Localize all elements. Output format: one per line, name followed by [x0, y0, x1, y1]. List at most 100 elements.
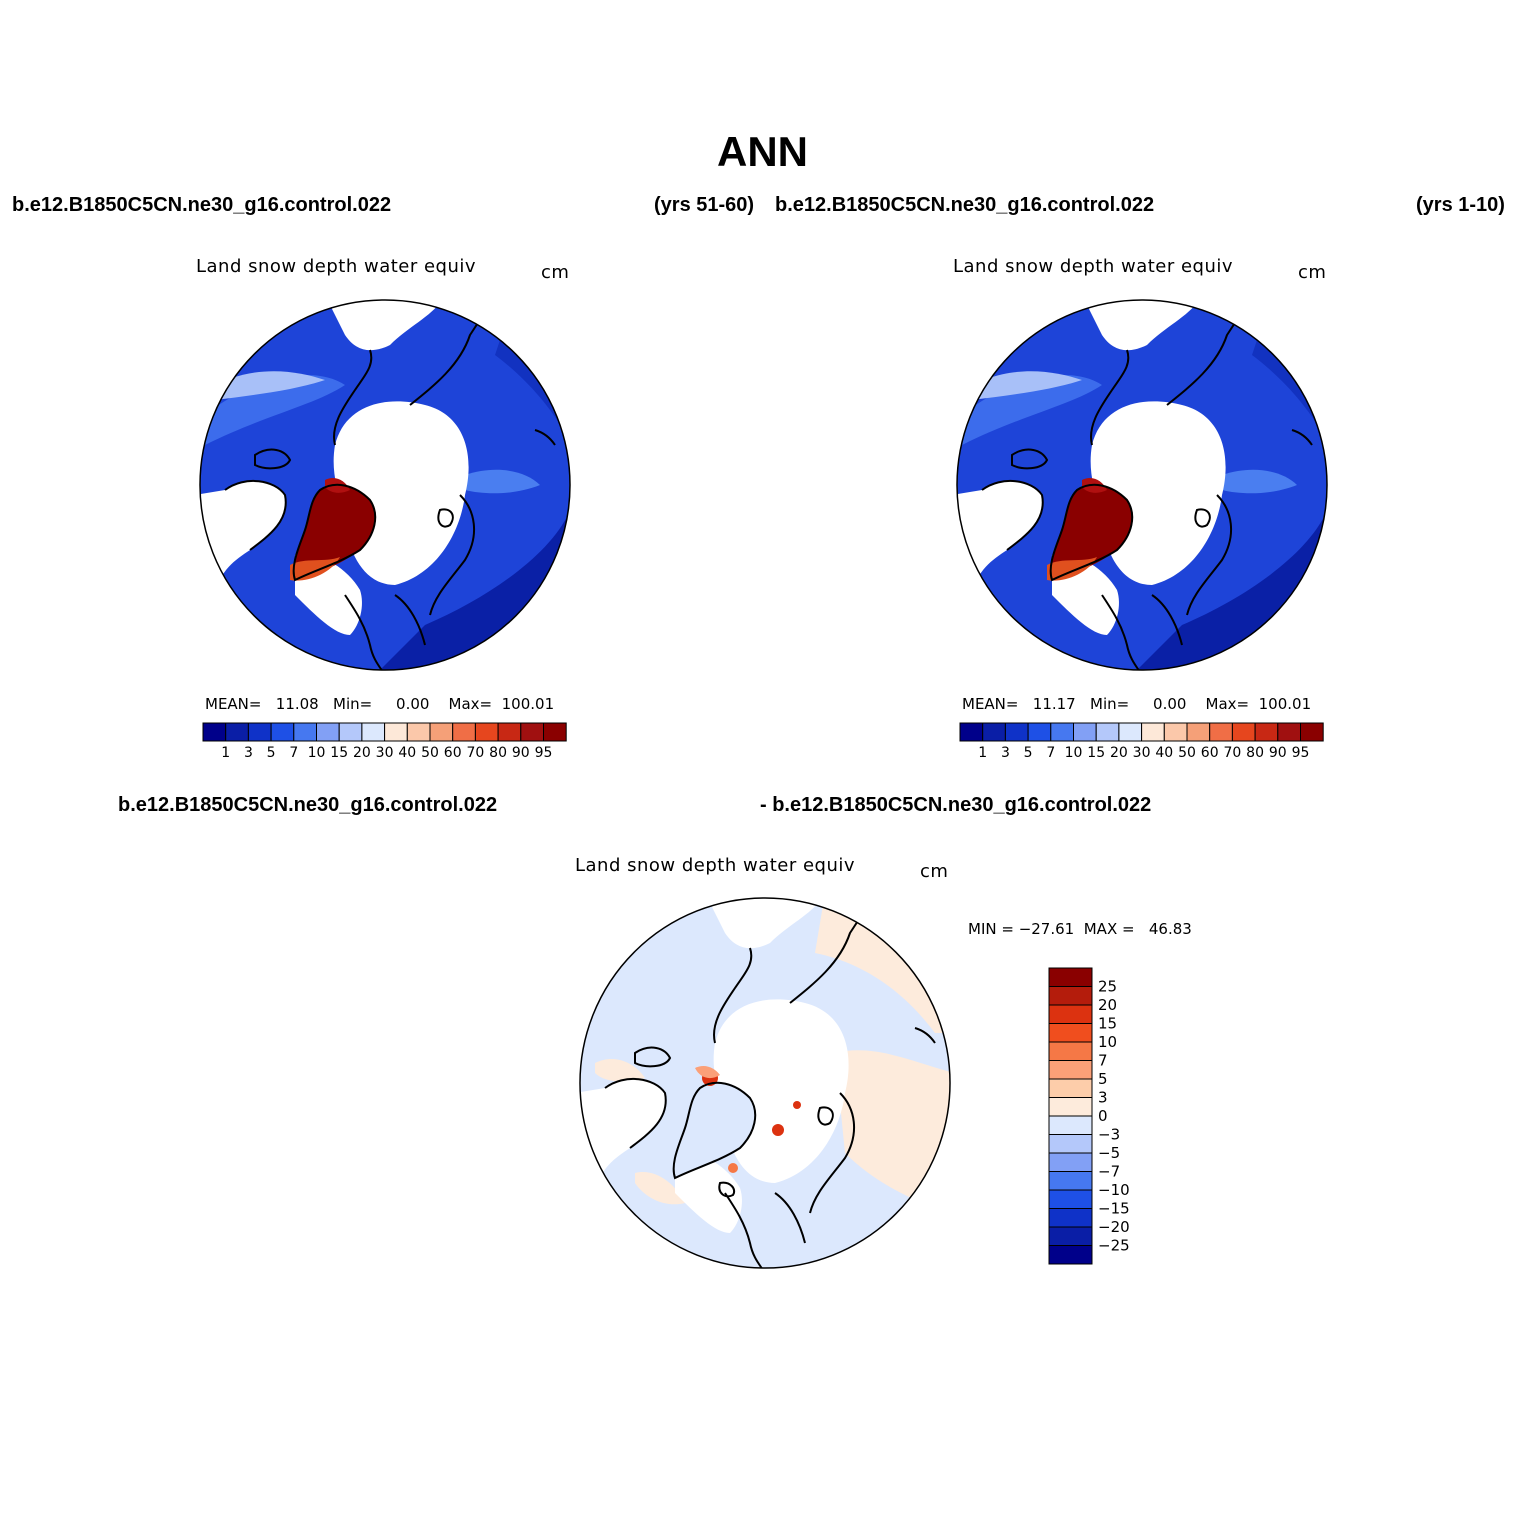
panel1-stats: MEAN= 11.08 Min= 0.00 Max= 100.01: [205, 695, 555, 713]
panel2-colorbar-tick-label: 3: [1001, 745, 1010, 761]
panel2-colorbar-swatch: [1186, 722, 1211, 742]
panel1-colorbar-tick-label: 3: [244, 745, 253, 761]
panel3-stats: MIN = −27.61 MAX = 46.83: [968, 920, 1192, 938]
panel3-colorbar-swatch: [1048, 1189, 1093, 1209]
panel3-colorbar-tick-label: 7: [1098, 1052, 1108, 1070]
panel2-colorbar-tick-label: 15: [1087, 745, 1105, 761]
panel1-colorbar-tick-label: 60: [444, 745, 462, 761]
panel3-colorbar-swatch: [1048, 986, 1093, 1006]
panel3-colorbar-swatch: [1048, 1078, 1093, 1098]
panel2-colorbar-tick-label: 5: [1024, 745, 1033, 761]
panel3-colorbar-swatch: [1048, 1226, 1093, 1246]
panel3-colorbar-tick-label: −5: [1098, 1144, 1120, 1162]
panel1-colorbar-tick-label: 30: [376, 745, 394, 761]
panel3-colorbar-swatch: [1048, 1171, 1093, 1191]
panel3-colorbar-tick-label: 20: [1098, 996, 1117, 1014]
panel2-colorbar-tick-label: 10: [1065, 745, 1083, 761]
panel1-colorbar-swatch: [247, 722, 272, 742]
panel3-difference-map: [579, 897, 951, 1269]
panel1-colorbar-tick-label: 40: [398, 745, 416, 761]
panel1-colorbar-tick-label: 1: [221, 745, 230, 761]
panel3-colorbar-tick-label: −3: [1098, 1126, 1120, 1144]
panel3-colorbar-swatch: [1048, 1041, 1093, 1061]
panel2-colorbar-tick-label: 7: [1046, 745, 1055, 761]
panel3-colorbar-tick-label: −10: [1098, 1181, 1130, 1199]
panel3-colorbar-tick-label: −20: [1098, 1218, 1130, 1236]
panel3-units: cm: [920, 861, 949, 882]
panel3-colorbar-swatch: [1048, 1208, 1093, 1228]
panel3-colorbar-swatch: [1048, 1004, 1093, 1024]
panel1-colorbar-swatch: [202, 722, 227, 742]
panel3-variable-label: Land snow depth water equiv: [575, 855, 856, 876]
panel2-colorbar-swatch: [1300, 722, 1324, 742]
panel3-colorbar-swatch: [1048, 1152, 1093, 1172]
panel3-colorbar-tick-label: 3: [1098, 1089, 1108, 1107]
bottom-left-case-name: b.e12.B1850C5CN.ne30_g16.control.022: [118, 794, 498, 816]
panel3-colorbar-tick-label: 0: [1098, 1107, 1108, 1125]
panel2-colorbar-tick-label: 60: [1201, 745, 1219, 761]
panel2-colorbar-swatch: [1231, 722, 1256, 742]
panel2-colorbar-tick-label: 90: [1269, 745, 1287, 761]
panel2-colorbar-swatch: [1073, 722, 1097, 742]
panel2-colorbar-swatch: [982, 722, 1006, 742]
panel2-colorbar-swatch: [1141, 722, 1165, 742]
panel2-colorbar-tick-label: 30: [1133, 745, 1151, 761]
panel1-colorbar-swatch: [452, 722, 476, 742]
panel1-colorbar-tick-label: 50: [421, 745, 439, 761]
panel1-colorbar-tick-label: 5: [267, 745, 276, 761]
panel3-colorbar-swatch: [1048, 967, 1093, 987]
panel3-colorbar-tick-label: −15: [1098, 1200, 1130, 1218]
panel2-colorbar-tick-label: 40: [1155, 745, 1173, 761]
panel1-colorbar-swatch: [474, 722, 499, 742]
panel1-colorbar-swatch: [225, 722, 249, 742]
panel3-colorbar-swatch: [1048, 1060, 1093, 1080]
panel2-colorbar-swatch: [1118, 722, 1143, 742]
panel2-polar-map: [956, 299, 1328, 671]
panel3-colorbar-tick-label: 15: [1098, 1015, 1117, 1033]
panel2-units: cm: [1298, 262, 1327, 283]
panel1-colorbar: 1 3 5 7 10 15 20 30 40 50 60 70 80 90 95: [202, 722, 567, 761]
panel1-colorbar-swatch: [361, 722, 386, 742]
panel2-colorbar-swatch: [1050, 722, 1075, 742]
panel3-colorbar-swatch: [1048, 1115, 1093, 1135]
panel1-colorbar-swatch: [338, 722, 363, 742]
panel3-colorbar-swatch: [1048, 1023, 1093, 1043]
panel2-colorbar-tick-label: 70: [1223, 745, 1241, 761]
panel3-colorbar-tick-label: −7: [1098, 1163, 1120, 1181]
bottom-right-case-name: - b.e12.B1850C5CN.ne30_g16.control.022: [760, 794, 1152, 816]
panel3-colorbar-swatch: [1048, 1097, 1093, 1117]
panel1-colorbar-tick-label: 15: [330, 745, 348, 761]
panel3-colorbar-tick-label: 25: [1098, 978, 1117, 996]
top-right-case-name: b.e12.B1850C5CN.ne30_g16.control.022: [775, 194, 1155, 216]
panel1-colorbar-tick-label: 70: [466, 745, 484, 761]
panel2-colorbar-swatch: [1277, 722, 1301, 742]
panel3-colorbar-tick-label: 5: [1098, 1070, 1108, 1088]
top-left-years: (yrs 51-60): [654, 194, 755, 216]
panel1-colorbar-swatch: [406, 722, 431, 742]
panel1-polar-map: [199, 299, 571, 671]
panel1-colorbar-swatch: [270, 722, 295, 742]
panel3-colorbar-swatch: [1048, 1245, 1093, 1265]
panel2-colorbar-swatch: [1095, 722, 1120, 742]
panel1-colorbar-swatch: [316, 722, 340, 742]
panel1-units: cm: [541, 262, 570, 283]
panel2-colorbar-tick-label: 20: [1110, 745, 1128, 761]
panel1-colorbar-tick-label: 7: [289, 745, 298, 761]
panel1-colorbar-swatch: [293, 722, 318, 742]
panel1-colorbar-swatch: [384, 722, 408, 742]
panel2-colorbar-swatch: [1163, 722, 1188, 742]
panel1-colorbar-swatch: [429, 722, 454, 742]
panel2-colorbar-swatch: [1209, 722, 1233, 742]
panel2-colorbar-tick-label: 50: [1178, 745, 1196, 761]
panel1-colorbar-tick-label: 95: [535, 745, 553, 761]
panel2-colorbar-swatch: [1027, 722, 1052, 742]
top-left-case-name: b.e12.B1850C5CN.ne30_g16.control.022: [12, 194, 392, 216]
panel2-colorbar-tick-label: 80: [1246, 745, 1264, 761]
panel3-colorbar-tick-label: 10: [1098, 1033, 1117, 1051]
panel2-stats: MEAN= 11.17 Min= 0.00 Max= 100.01: [962, 695, 1312, 713]
panel2-colorbar: 1 3 5 7 10 15 20 30 40 50 60 70 80 90 95: [959, 722, 1324, 761]
panel1-colorbar-tick-label: 10: [308, 745, 326, 761]
panel3-colorbar-tick-label: −25: [1098, 1237, 1130, 1255]
panel1-colorbar-swatch: [520, 722, 544, 742]
